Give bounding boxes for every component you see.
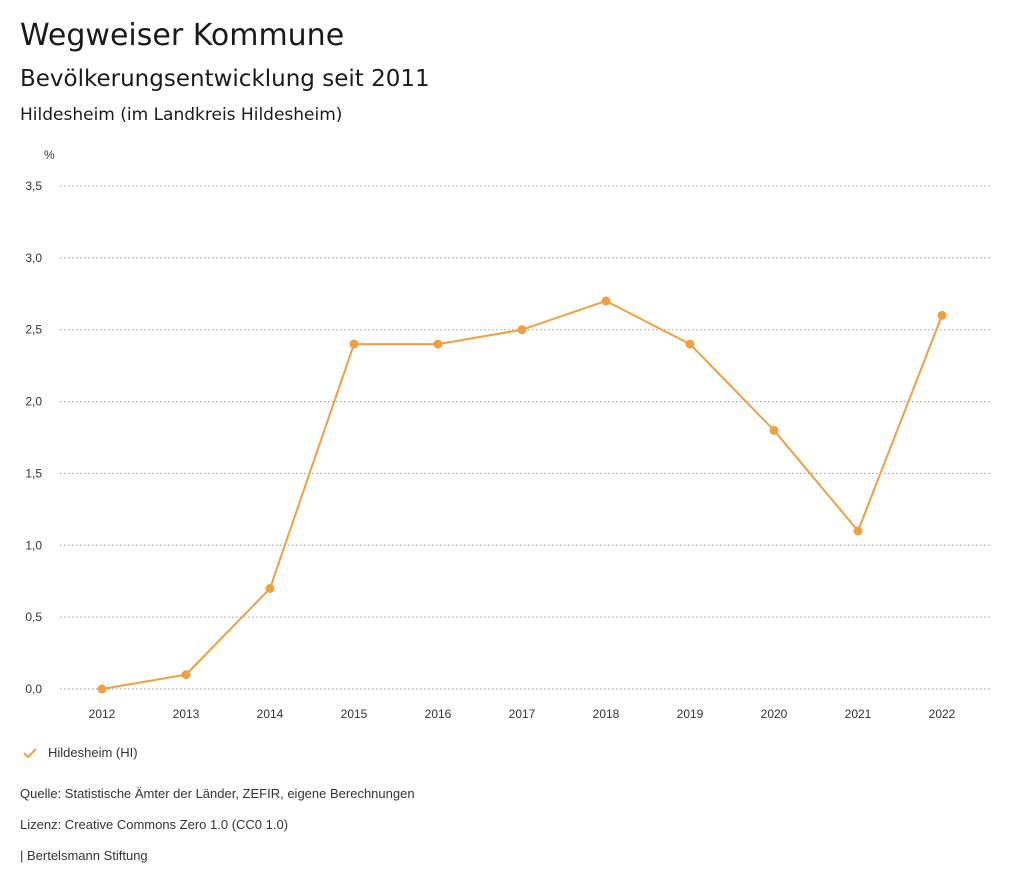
- gridlines: [60, 185, 992, 690]
- y-tick-label: 0,5: [25, 610, 42, 624]
- y-tick-label: 2,0: [25, 395, 42, 409]
- x-tick-label: 2014: [257, 707, 284, 721]
- chart-subtitle: Bevölkerungsentwicklung seit 2011: [20, 66, 430, 92]
- series-hildesheim: [97, 296, 947, 694]
- x-tick-label: 2013: [173, 707, 200, 721]
- y-tick-label: 3,0: [25, 251, 42, 265]
- legend[interactable]: Hildesheim (HI): [22, 745, 138, 760]
- y-tick-label: 0,0: [25, 682, 42, 696]
- x-axis-ticks: 2012 2013 2014 2015 2016 2017 2018 2019 2020 2021…: [89, 707, 956, 721]
- x-tick-label: 2018: [593, 707, 620, 721]
- region-label: Hildesheim (im Landkreis Hildesheim): [20, 105, 343, 125]
- data-point[interactable]: [517, 325, 527, 335]
- page-title: Wegweiser Kommune: [20, 18, 345, 53]
- x-tick-label: 2019: [677, 707, 704, 721]
- source-note: Quelle: Statistische Ämter der Länder, Z…: [20, 786, 415, 801]
- data-point[interactable]: [349, 339, 359, 349]
- y-tick-label: 1,0: [25, 538, 42, 552]
- legend-label: Hildesheim (HI): [48, 745, 138, 760]
- data-point[interactable]: [433, 339, 443, 349]
- series-line: [101, 299, 943, 690]
- data-point[interactable]: [853, 526, 863, 536]
- license-note: Lizenz: Creative Commons Zero 1.0 (CC0 1…: [20, 817, 289, 832]
- data-point[interactable]: [601, 296, 611, 306]
- x-tick-label: 2017: [509, 707, 536, 721]
- data-point[interactable]: [181, 670, 191, 680]
- data-point[interactable]: [97, 684, 107, 694]
- data-point[interactable]: [265, 583, 275, 593]
- x-tick-label: 2012: [89, 707, 116, 721]
- y-axis-unit: %: [44, 148, 55, 162]
- data-point[interactable]: [769, 425, 779, 435]
- x-tick-label: 2020: [761, 707, 788, 721]
- data-point[interactable]: [937, 310, 947, 320]
- y-axis-ticks: 0,0 0,5 1,0 1,5 2,0 2,5 3,0 3,5: [25, 179, 42, 696]
- x-tick-label: 2021: [845, 707, 872, 721]
- publisher-note: | Bertelsmann Stiftung: [20, 848, 148, 863]
- y-tick-label: 2,5: [25, 323, 42, 337]
- y-tick-label: 1,5: [25, 466, 42, 480]
- data-point[interactable]: [685, 339, 695, 349]
- x-tick-label: 2016: [425, 707, 452, 721]
- x-tick-label: 2022: [929, 707, 956, 721]
- x-tick-label: 2015: [341, 707, 368, 721]
- line-chart: % 0,00,51,01,52,02,53,03,5 2012 2013 2014 2…: [25, 148, 992, 721]
- y-tick-label: 3,5: [25, 179, 42, 193]
- legend-check-icon: [23, 747, 37, 758]
